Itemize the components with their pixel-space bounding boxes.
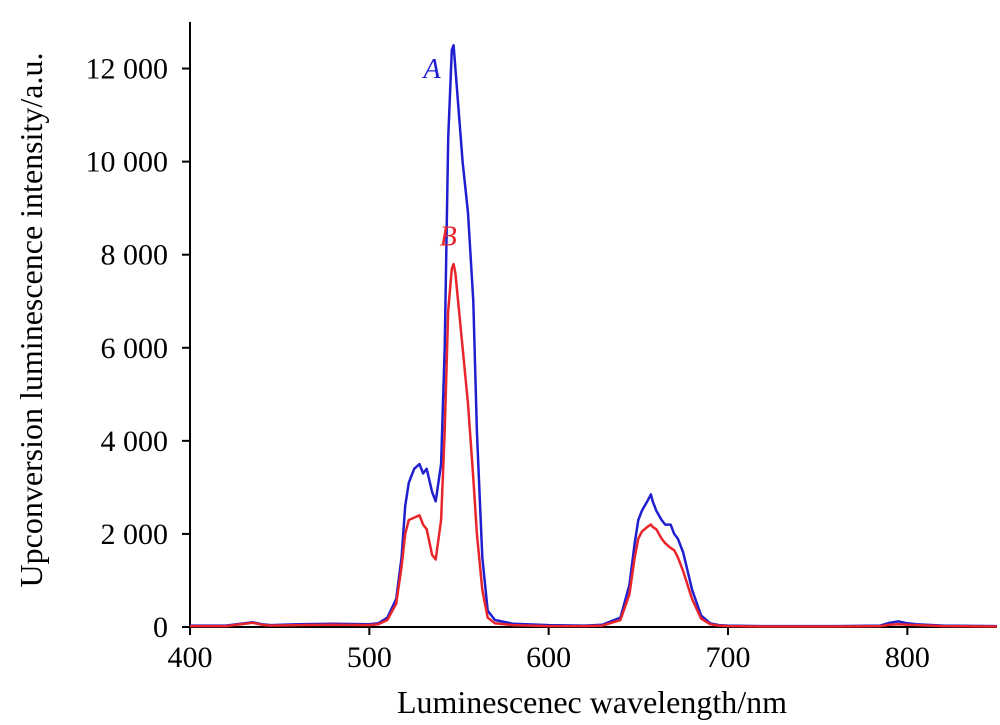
y-tick-label: 8 000: [101, 239, 169, 272]
series-line-B: [190, 262, 998, 628]
x-tick-label: 700: [706, 641, 751, 674]
x-tick-label: 400: [168, 641, 213, 674]
x-ticks: 400 500 600 700 800: [168, 627, 930, 674]
y-tick-label: 0: [153, 611, 168, 644]
axes: [189, 22, 997, 628]
x-axis-title: Luminescenec wavelength/nm: [397, 684, 787, 720]
y-tick-label: 12 000: [86, 53, 169, 86]
y-tick-label: 4 000: [101, 425, 169, 458]
y-tick-label: 6 000: [101, 332, 169, 365]
y-tick-label: 2 000: [101, 518, 169, 551]
y-tick-label: 10 000: [86, 146, 169, 179]
y-ticks: 0 2 000 4 000 6 000 8 000 10 000 12 000: [86, 53, 190, 644]
x-tick-label: 800: [885, 641, 930, 674]
x-tick-label: 500: [347, 641, 392, 674]
y-axis-title: Upconversion luminescence intensity/a.u.: [13, 53, 49, 588]
series-label-A: A: [422, 54, 442, 85]
series-line-A: [190, 44, 998, 628]
series-label-B: B: [440, 221, 457, 252]
series-lines: [190, 44, 998, 628]
series-labels: AB: [422, 54, 457, 253]
x-tick-label: 600: [526, 641, 571, 674]
